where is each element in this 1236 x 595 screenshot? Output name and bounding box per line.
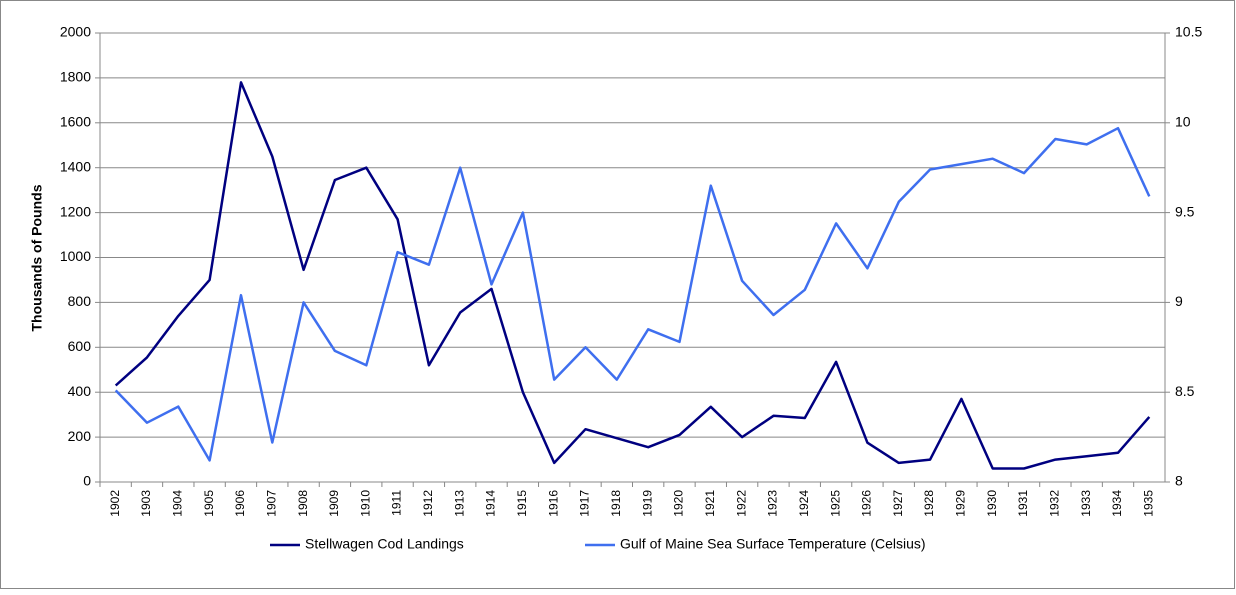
- legend-label: Stellwagen Cod Landings: [305, 536, 464, 552]
- x-tick-label: 1931: [1016, 490, 1030, 517]
- x-tick-label: 1921: [703, 490, 717, 517]
- x-tick-label: 1911: [390, 490, 404, 516]
- y-tick-label: 1200: [60, 203, 91, 219]
- x-tick-label: 1913: [452, 490, 466, 517]
- x-tick-label: 1922: [734, 490, 748, 517]
- x-tick-label: 1912: [421, 490, 435, 517]
- y-tick-label: 1400: [60, 158, 91, 174]
- x-tick-label: 1929: [954, 490, 968, 517]
- y2-tick-label: 10: [1175, 114, 1191, 130]
- x-tick-label: 1933: [1079, 490, 1093, 517]
- x-tick-label: 1915: [515, 490, 529, 517]
- x-tick-label: 1935: [1142, 490, 1156, 517]
- y-tick-label: 1800: [60, 69, 91, 85]
- x-tick-label: 1934: [1110, 490, 1124, 517]
- x-tick-label: 1914: [484, 490, 498, 517]
- x-tick-label: 1919: [640, 490, 654, 517]
- x-tick-label: 1925: [828, 490, 842, 517]
- x-tick-label: 1917: [578, 490, 592, 517]
- x-tick-label: 1908: [296, 490, 310, 517]
- legend-label: Gulf of Maine Sea Surface Temperature (C…: [620, 536, 926, 552]
- x-tick-label: 1916: [546, 490, 560, 517]
- x-tick-label: 1918: [609, 490, 623, 517]
- x-tick-label: 1927: [891, 490, 905, 517]
- y2-tick-label: 10.5: [1175, 24, 1202, 40]
- x-tick-label: 1904: [170, 490, 184, 517]
- y-tick-label: 1600: [60, 114, 91, 130]
- y2-tick-label: 9.5: [1175, 203, 1195, 219]
- y-tick-label: 2000: [60, 24, 91, 40]
- x-tick-label: 1905: [202, 490, 216, 517]
- x-tick-label: 1902: [108, 490, 122, 517]
- x-tick-label: 1923: [766, 490, 780, 517]
- y2-tick-label: 8.5: [1175, 383, 1195, 399]
- y2-tick-label: 9: [1175, 293, 1183, 309]
- x-tick-label: 1903: [139, 490, 153, 517]
- x-tick-label: 1920: [672, 490, 686, 517]
- x-tick-label: 1932: [1048, 490, 1062, 517]
- y-tick-label: 200: [68, 428, 92, 444]
- x-tick-label: 1930: [985, 490, 999, 517]
- x-tick-label: 1924: [797, 490, 811, 517]
- y2-tick-label: 8: [1175, 473, 1183, 489]
- x-tick-label: 1906: [233, 490, 247, 517]
- x-tick-label: 1909: [327, 490, 341, 517]
- y-tick-label: 0: [83, 473, 91, 489]
- x-tick-label: 1928: [922, 490, 936, 517]
- y-tick-label: 800: [68, 293, 92, 309]
- y-tick-label: 400: [68, 383, 92, 399]
- x-tick-label: 1907: [264, 490, 278, 517]
- series-line: [114, 81, 1151, 470]
- x-tick-label: 1910: [358, 490, 372, 517]
- y-axis-label: Thousands of Pounds: [29, 184, 45, 331]
- series-line: [114, 126, 1151, 462]
- y-tick-label: 600: [68, 338, 92, 354]
- x-tick-label: 1926: [860, 490, 874, 517]
- y-tick-label: 1000: [60, 248, 91, 264]
